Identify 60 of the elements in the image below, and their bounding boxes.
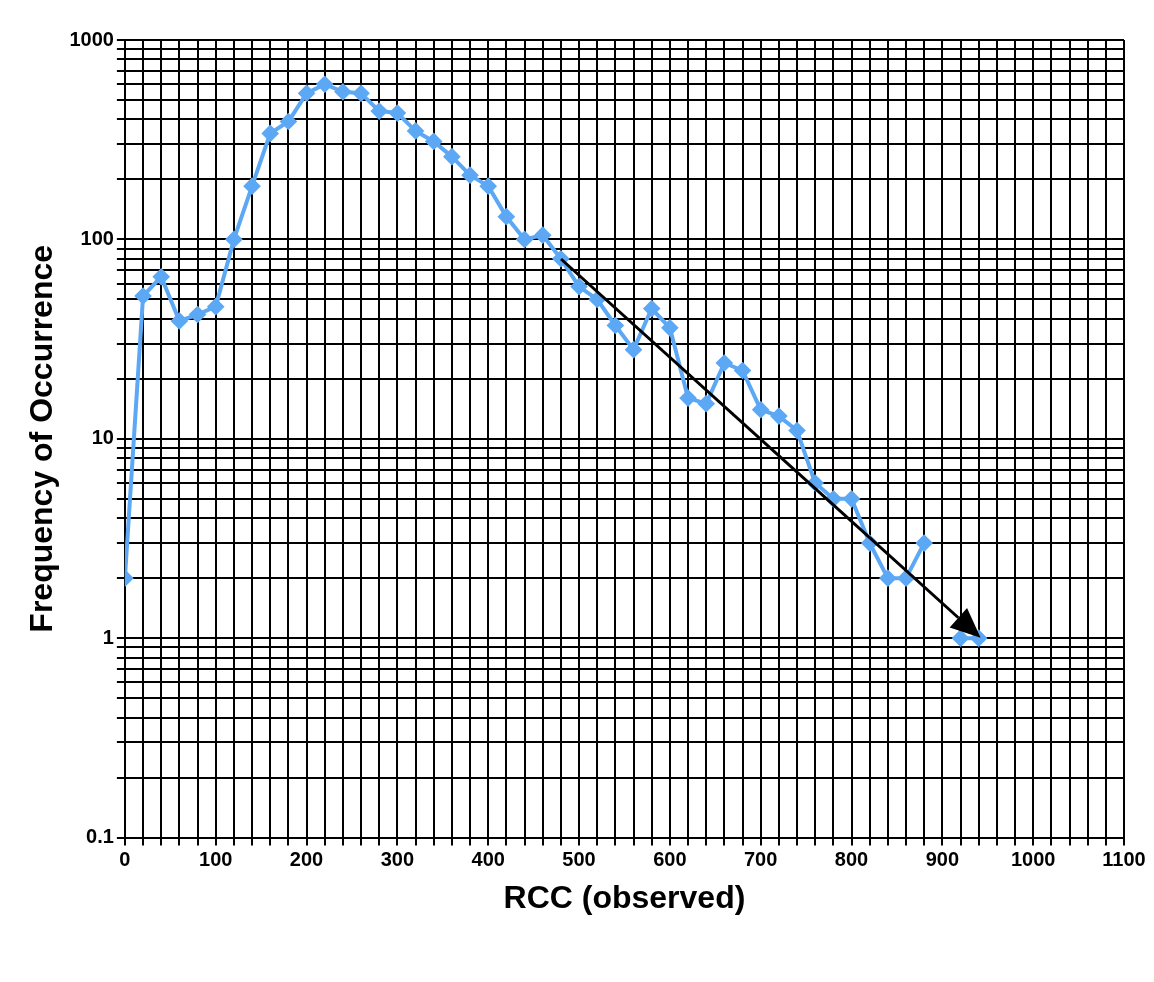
point <box>952 630 969 647</box>
point <box>516 231 533 248</box>
point <box>371 103 388 120</box>
point <box>698 395 715 412</box>
point <box>389 105 406 122</box>
y-tick-label: 10 <box>91 426 114 449</box>
point <box>661 319 678 336</box>
x-tick-label: 1100 <box>1102 848 1146 871</box>
y-tick-label: 0.1 <box>86 825 114 848</box>
point <box>262 125 279 142</box>
point <box>589 291 606 308</box>
point <box>716 354 733 371</box>
point <box>480 178 497 195</box>
point <box>244 178 261 195</box>
point <box>734 362 751 379</box>
point <box>625 341 642 358</box>
point <box>334 83 351 100</box>
x-tick-label: 900 <box>925 848 960 871</box>
point <box>225 231 242 248</box>
point <box>916 535 933 552</box>
point <box>571 278 588 295</box>
point <box>207 298 224 315</box>
point <box>135 288 152 305</box>
point <box>534 227 551 244</box>
x-tick-label: 400 <box>471 848 505 871</box>
point <box>189 306 206 323</box>
x-tick-label: 1000 <box>1010 848 1056 871</box>
point <box>879 570 896 587</box>
point <box>407 122 424 139</box>
point <box>171 312 188 329</box>
x-tick-label: 800 <box>834 848 869 871</box>
x-tick-label: 200 <box>289 848 324 871</box>
x-tick-label: 700 <box>744 848 778 871</box>
y-axis-title: Frequency of Occurrence <box>23 244 60 633</box>
point <box>153 268 170 285</box>
point <box>280 113 297 130</box>
y-tick-label: 100 <box>80 226 114 249</box>
point <box>843 490 860 507</box>
point <box>643 300 660 317</box>
y-tick-label: 1 <box>102 625 114 648</box>
x-tick-label: 300 <box>380 848 415 871</box>
x-tick-label: 500 <box>562 848 596 871</box>
x-tick-label: 600 <box>653 848 687 871</box>
point <box>789 422 806 439</box>
x-axis-title: RCC (observed) <box>503 878 746 915</box>
point <box>898 570 915 587</box>
point <box>607 317 624 334</box>
x-tick-label: 0 <box>119 848 131 871</box>
point <box>316 76 333 93</box>
point <box>770 408 787 425</box>
point <box>353 85 370 102</box>
point <box>298 85 315 102</box>
x-tick-label: 100 <box>199 848 233 871</box>
y-tick-label: 1000 <box>69 27 114 50</box>
point <box>425 133 442 150</box>
point <box>680 390 697 407</box>
point <box>752 401 769 418</box>
point <box>498 208 515 225</box>
point <box>443 148 460 165</box>
point <box>462 167 479 184</box>
